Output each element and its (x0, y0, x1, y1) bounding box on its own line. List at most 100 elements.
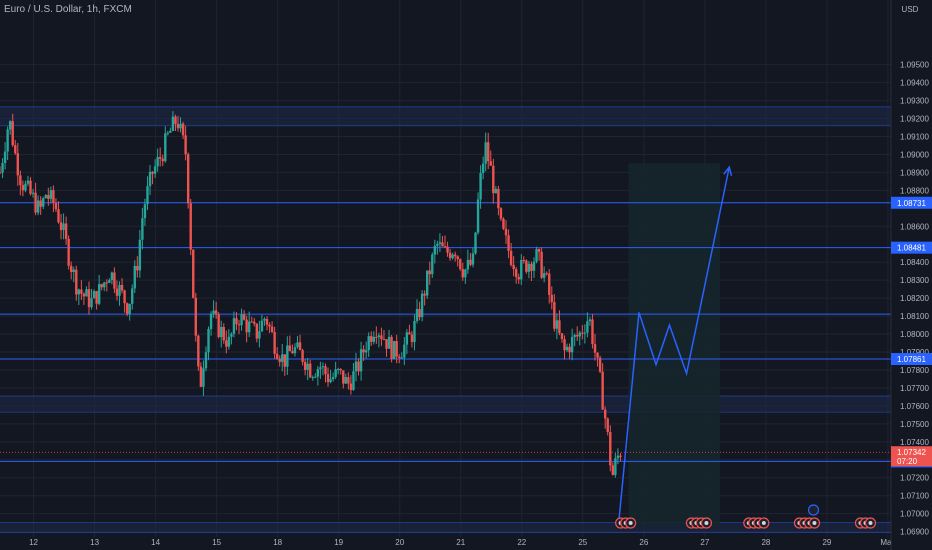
candle-body (578, 332, 581, 337)
candle-body (85, 289, 88, 297)
candle-body (474, 232, 477, 254)
price-axis[interactable]: USD 1.09500 1.09400 1.09300 1.09200 1.09100 1.… (890, 0, 932, 550)
candle-body (616, 455, 620, 459)
time-tick-label: 29 (822, 538, 831, 547)
candle-body (367, 336, 370, 351)
candle-body (555, 320, 559, 329)
candle-body (212, 310, 215, 314)
candle-body (8, 121, 12, 130)
candle-body (471, 253, 475, 265)
candle-body (418, 308, 421, 318)
candle-body (431, 254, 434, 275)
candle-body (603, 409, 607, 419)
supply-demand-zones (0, 106, 891, 533)
event-flag-dot (812, 521, 817, 525)
candle-body (115, 288, 119, 296)
candle-body (171, 116, 175, 131)
candle-body (456, 256, 459, 260)
candle-body (408, 332, 411, 335)
candle-body (31, 192, 35, 194)
candle-body (390, 336, 393, 360)
candle-body (586, 321, 589, 333)
candle-body (476, 199, 480, 233)
time-tick-label: 14 (151, 538, 160, 547)
price-tick-label: 1.09200 (900, 115, 929, 124)
candle-body (334, 369, 337, 377)
price-tick-label: 1.08600 (900, 222, 929, 231)
candle-body (278, 358, 281, 362)
candle-body (108, 280, 111, 283)
candle-body (619, 455, 622, 457)
candle-body (362, 349, 365, 353)
candle-body (87, 289, 91, 308)
time-tick-label: 28 (761, 538, 770, 547)
time-tick-label: 15 (212, 538, 221, 547)
candle-body (581, 332, 584, 334)
candle-body (77, 289, 81, 295)
horizontal-levels (0, 202, 891, 462)
candle-body (100, 284, 103, 288)
candle-body (301, 350, 304, 362)
price-tick-label: 1.07400 (900, 438, 929, 447)
candle-body (336, 368, 340, 370)
candle-body (288, 345, 292, 352)
event-flag-dot (761, 521, 766, 525)
candle-body (161, 158, 164, 162)
candle-body (331, 376, 335, 380)
candle-body (29, 180, 32, 194)
candle-body (446, 246, 449, 253)
candle-body (194, 297, 197, 336)
candle-body (560, 333, 564, 340)
projection-arrowhead (723, 165, 733, 176)
candle-body (95, 291, 98, 304)
candle-body (80, 289, 83, 294)
candle-body (357, 361, 360, 372)
candle-body (423, 293, 426, 296)
event-flag-dot (868, 521, 873, 525)
candle-body (0, 172, 2, 174)
candle-body (268, 324, 271, 327)
price-tick-label: 1.09300 (900, 97, 929, 106)
candle-body (464, 269, 467, 278)
candle-body (303, 361, 307, 370)
candle-body (542, 273, 546, 278)
candle-body (217, 314, 220, 337)
candle-body (403, 344, 406, 358)
candle-body (443, 246, 447, 248)
time-axis[interactable]: 12 13 14 15 18 19 20 21 22 25 26 27 28 29 May (0, 537, 932, 550)
candle-body (1, 162, 4, 173)
candle-body (133, 265, 136, 289)
candle-body (44, 195, 47, 199)
time-tick-label: 22 (517, 538, 526, 547)
event-flag-icon (807, 504, 820, 516)
candle-body (436, 243, 439, 246)
candle-body (286, 345, 289, 367)
candle-body (509, 250, 513, 265)
candle-body (517, 276, 520, 280)
candle-body (131, 288, 134, 304)
candle-body (11, 121, 14, 146)
candle-body (153, 166, 157, 174)
candle-body (225, 340, 228, 347)
time-tick-label: 13 (90, 538, 99, 547)
time-tick-label: 26 (639, 538, 648, 547)
price-tick-label: 1.09000 (900, 150, 929, 159)
candle-body (342, 370, 345, 384)
candle-body (260, 320, 264, 332)
candle-body (565, 346, 569, 351)
level-price-tag (891, 353, 932, 366)
price-tick-label: 1.07800 (900, 366, 929, 375)
candle-body (573, 334, 576, 338)
candle-body (540, 251, 543, 278)
candle-body (204, 352, 208, 369)
candle-body (72, 269, 75, 272)
price-tick-label: 1.08400 (900, 258, 929, 267)
time-tick-label: 18 (273, 538, 282, 547)
candle-body (352, 371, 355, 390)
candle-body (420, 293, 424, 318)
economic-event-markers[interactable] (615, 504, 877, 529)
candle-body (438, 242, 442, 244)
candle-body (380, 335, 383, 340)
candle-body (522, 260, 526, 262)
